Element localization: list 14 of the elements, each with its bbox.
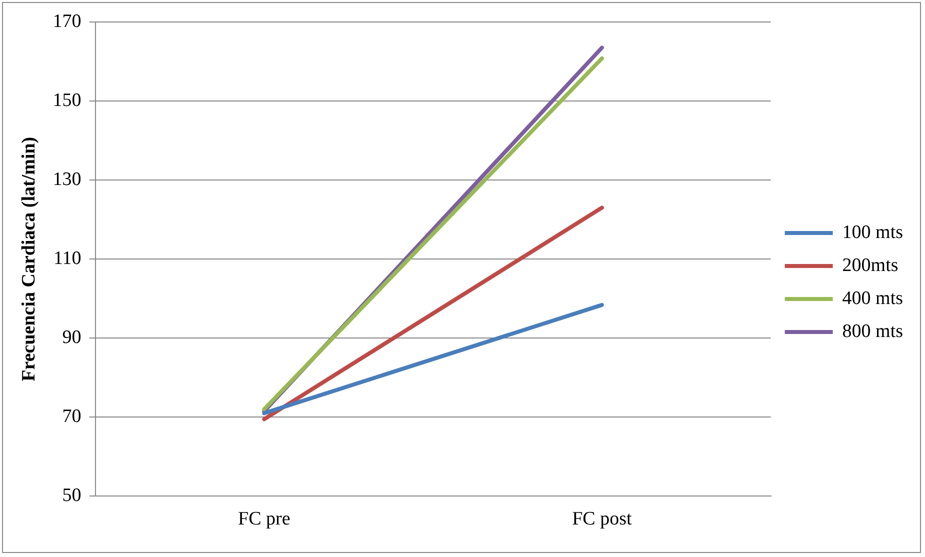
legend-label: 200mts <box>842 254 898 276</box>
y-tick-label: 150 <box>52 90 82 112</box>
y-tick-label: 90 <box>62 327 82 348</box>
y-tick-label: 110 <box>54 248 82 270</box>
y-tick-label: 130 <box>52 169 82 190</box>
legend-label: 100 mts <box>842 222 903 243</box>
x-tick-label: FC pre <box>238 508 290 530</box>
y-axis-title: Frecuencia Cardiaca (lat/min) <box>18 136 40 382</box>
x-tick-label: FC post <box>572 508 632 530</box>
legend-label: 800 mts <box>842 320 903 342</box>
y-tick-label: 70 <box>62 406 82 428</box>
y-tick-label: 50 <box>62 485 82 506</box>
legend-label: 400 mts <box>842 288 903 309</box>
y-tick-label: 170 <box>52 10 82 32</box>
